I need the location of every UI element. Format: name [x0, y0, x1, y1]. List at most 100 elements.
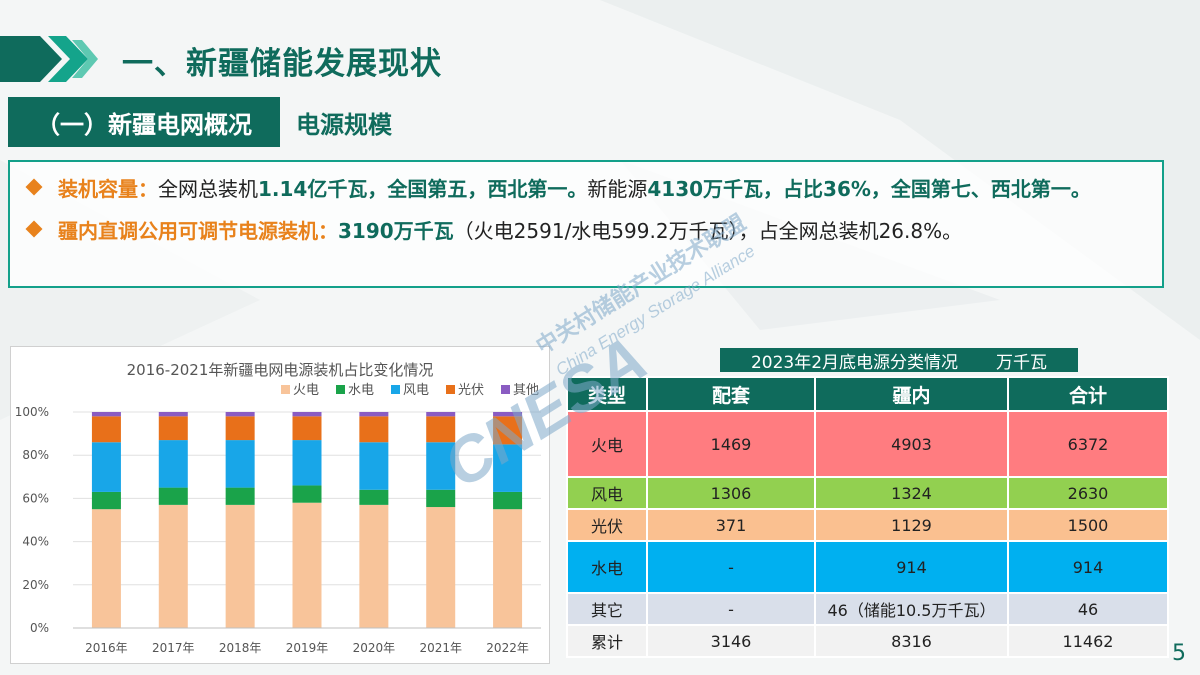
table-cell: 914 [814, 540, 1009, 594]
info-box: 装机容量：全网总装机1.14亿千瓦，全国第五，西北第一。新能源4130万千瓦，占… [8, 160, 1164, 288]
table-cell: 6372 [1007, 410, 1169, 478]
table-cell: - [646, 592, 816, 626]
bar-segment [292, 485, 322, 503]
page-number: 5 [1172, 641, 1186, 666]
x-tick-label: 2022年 [486, 641, 529, 655]
bullet-adjustable: 疆内直调公用可调节电源装机：3190万千瓦（火电2591/水电599.2万千瓦）… [25, 210, 1152, 252]
table-caption: 2023年2月底电源分类情况 万千瓦 [720, 348, 1078, 373]
bullet-text: 新能源 [587, 177, 648, 201]
bar-segment [158, 487, 188, 505]
table-header-cell: 类型 [566, 376, 648, 412]
bar-segment [158, 504, 188, 628]
table-header-cell: 配套 [646, 376, 816, 412]
y-tick-label: 20% [22, 578, 49, 592]
table-cell-type: 火电 [566, 410, 648, 478]
table-caption-title: 2023年2月底电源分类情况 [750, 352, 959, 373]
legend-swatch [336, 385, 345, 394]
page-title: 一、新疆储能发展现状 [122, 46, 442, 82]
table-cell: 3146 [646, 624, 816, 658]
bar-segment [91, 412, 121, 417]
legend-label: 风电 [403, 383, 429, 398]
bar-segment [225, 416, 255, 441]
table-row: 水电 -914 914 [566, 540, 1169, 594]
bar-segment [158, 412, 188, 417]
section-subtitle: 电源规模 [296, 111, 392, 139]
table-cell: 1500 [1007, 508, 1169, 542]
stacked-bar-chart: 2016-2021年新疆电网电源装机占比变化情况 火电 水电 风电 光伏 其他 0% 20% 4… [10, 346, 550, 664]
title-arrow-icon [0, 36, 98, 82]
table-row: 光伏 371 1129 1500 [566, 508, 1169, 542]
chart-title: 2016-2021年新疆电网电源装机占比变化情况 [127, 361, 434, 379]
table-cell: 914 [1007, 540, 1169, 594]
bullet-highlight: 1.14亿千瓦，全国第五，西北第一。 [258, 177, 588, 201]
table-cell: 46 [1007, 592, 1169, 626]
table-cell: 371 [646, 508, 816, 542]
bar-segment [91, 491, 121, 510]
table-caption-unit: 万千瓦 [996, 352, 1048, 373]
table-cell: 1324 [814, 476, 1009, 510]
bar-segment [493, 416, 523, 445]
bar-segment [225, 504, 255, 628]
y-tick-label: 80% [22, 448, 49, 462]
legend-label: 火电 [293, 383, 319, 398]
legend-swatch [281, 385, 290, 394]
bar-segment [493, 509, 523, 628]
bar-segment [225, 440, 255, 488]
table-cell: - [646, 540, 816, 594]
bar-segment [292, 440, 322, 486]
y-tick-label: 60% [22, 491, 49, 505]
bullet-text: 全网总装机 [158, 177, 258, 201]
bar-segment [493, 444, 523, 492]
y-tick-label: 0% [30, 621, 49, 635]
table-cell-type: 其它 [566, 592, 648, 626]
diamond-bullet-icon [25, 220, 43, 238]
x-tick-label: 2020年 [353, 641, 396, 655]
bar-segment [359, 489, 389, 505]
table-header-cell: 合计 [1007, 376, 1169, 412]
bar-segment [426, 416, 456, 443]
bar-segment [292, 502, 322, 628]
bullet-highlight: 3190万千瓦 [338, 219, 454, 243]
bar-segment [426, 507, 456, 628]
table-cell: 8316 [814, 624, 1009, 658]
bar-segment [493, 412, 523, 417]
legend-swatch [391, 385, 400, 394]
bullet-label: 疆内直调公用可调节电源装机： [58, 219, 338, 243]
section-tab-label: （一）新疆电网概况 [36, 110, 252, 139]
table-cell-type: 水电 [566, 540, 648, 594]
bullet-highlight: 4130万千瓦，占比36%，全国第七、西北第一。 [647, 177, 1091, 201]
table-cell-type: 光伏 [566, 508, 648, 542]
x-tick-label: 2016年 [85, 641, 128, 655]
legend-swatch [446, 385, 455, 394]
table-cell: 1129 [814, 508, 1009, 542]
table-cell: 46（储能10.5万千瓦） [814, 592, 1009, 626]
diamond-bullet-icon [25, 178, 43, 196]
table-cell: 11462 [1007, 624, 1169, 658]
legend-label: 光伏 [458, 383, 484, 398]
bar-segment [91, 509, 121, 628]
table-cell-type: 风电 [566, 476, 648, 510]
bar-segment [292, 412, 322, 417]
bar-segment [158, 440, 188, 488]
section-tab: （一）新疆电网概况 [8, 97, 280, 147]
bullet-text: （火电2591/水电599.2万千瓦），占全网总装机26.8%。 [453, 219, 963, 243]
bullet-capacity: 装机容量：全网总装机1.14亿千瓦，全国第五，西北第一。新能源4130万千瓦，占… [25, 168, 1152, 210]
y-tick-label: 40% [22, 535, 49, 549]
bullet-label: 装机容量： [58, 177, 158, 201]
table-cell: 4903 [814, 410, 1009, 478]
bar-segment [359, 416, 389, 443]
table-cell: 2630 [1007, 476, 1169, 510]
bar-segment [426, 442, 456, 490]
legend-label: 其他 [513, 383, 539, 398]
x-tick-label: 2018年 [219, 641, 262, 655]
bar-segment [359, 412, 389, 417]
legend-swatch [501, 385, 510, 394]
bar-segment [493, 491, 523, 510]
bar-segment [158, 416, 188, 441]
table-cell: 1469 [646, 410, 816, 478]
x-tick-label: 2021年 [419, 641, 462, 655]
x-tick-label: 2019年 [286, 641, 329, 655]
y-tick-label: 100% [15, 405, 49, 419]
bar-segment [426, 489, 456, 508]
